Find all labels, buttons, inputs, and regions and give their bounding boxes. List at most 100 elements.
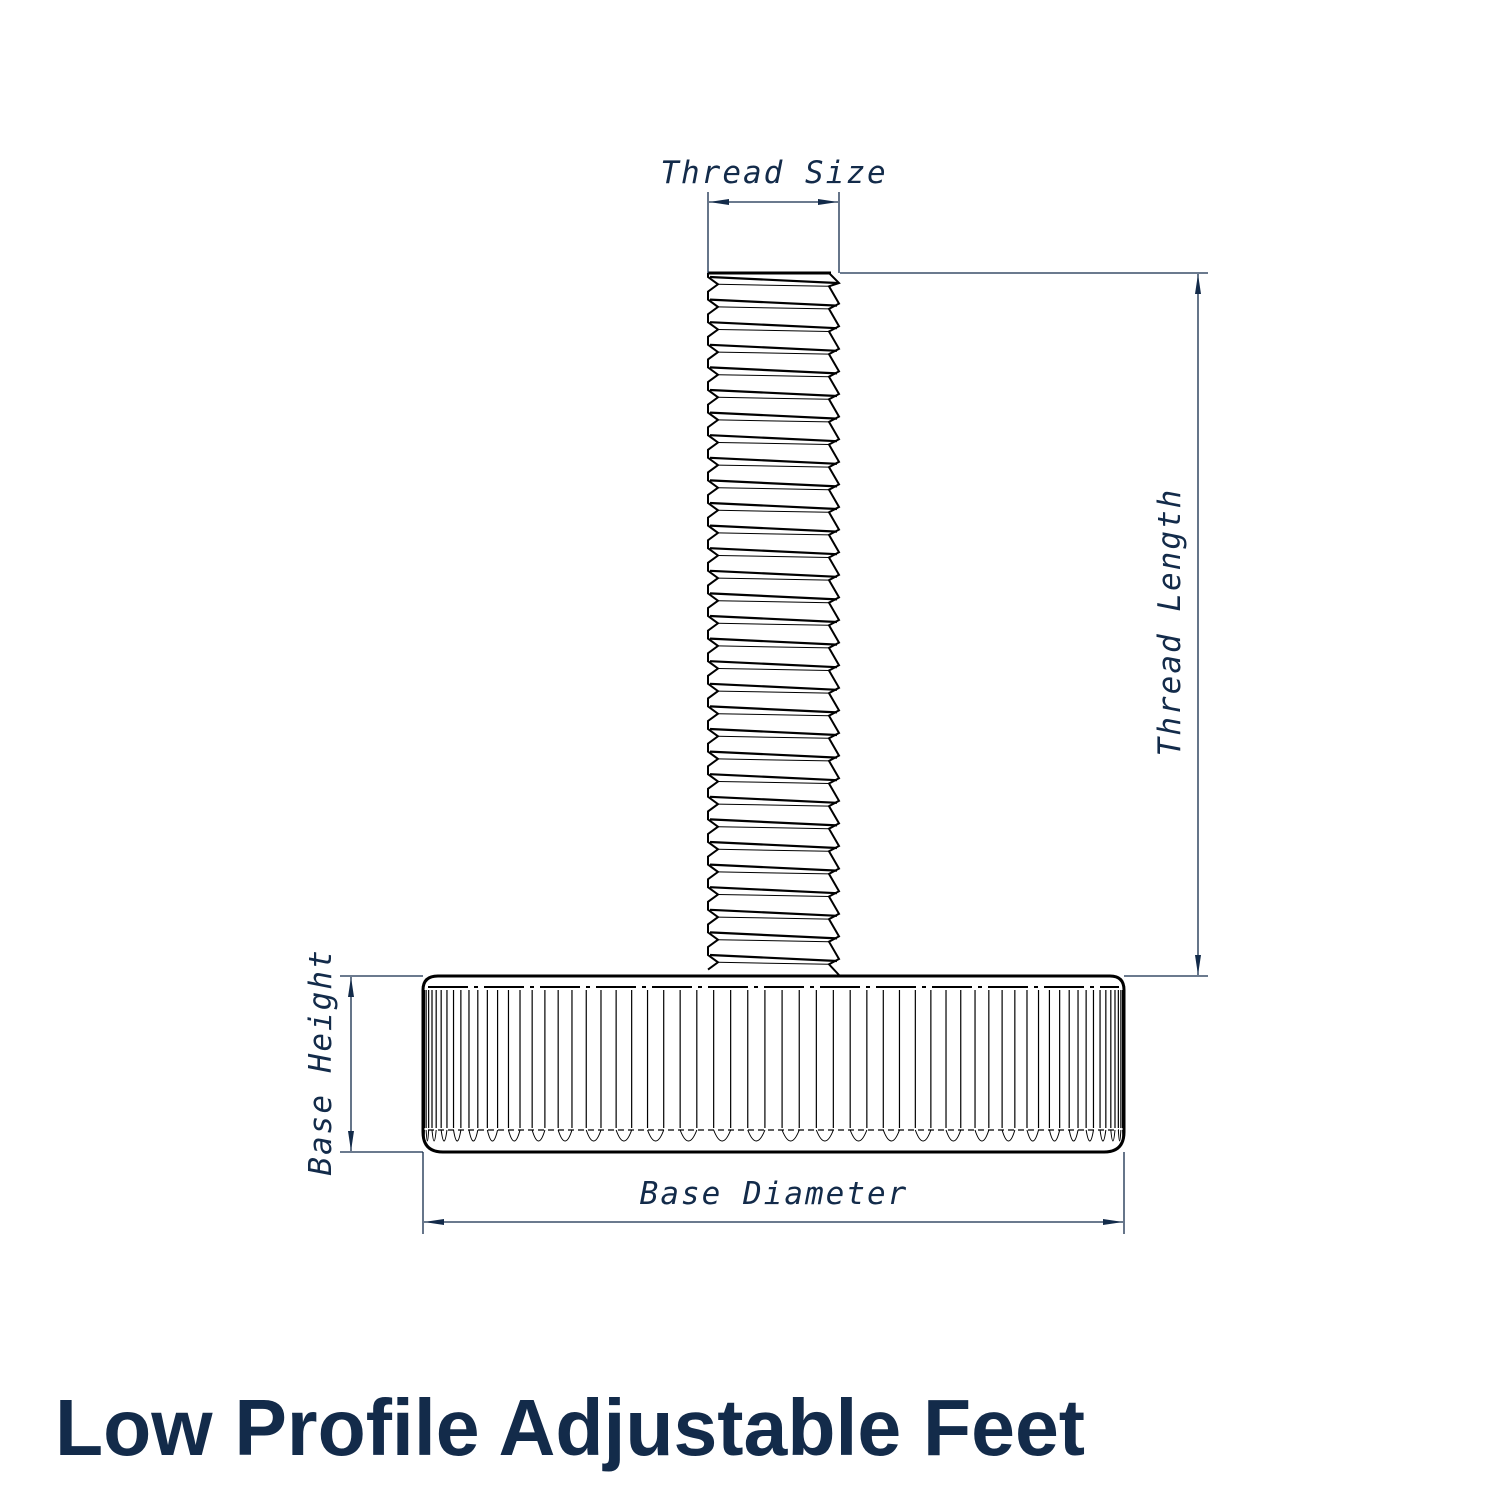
knurl-scallop <box>1048 1129 1061 1142</box>
knurl-scallop <box>882 1129 900 1142</box>
thread-crest <box>709 366 838 375</box>
thread-root <box>717 735 830 739</box>
thread-crest <box>709 931 838 940</box>
thread-crest <box>709 637 838 646</box>
knurl-scallop <box>1085 1129 1094 1142</box>
page-title: Low Profile Adjustable Feet <box>55 1383 1085 1472</box>
base-diameter-dimension: Base Diameter <box>422 1152 1125 1234</box>
thread-root <box>717 509 830 513</box>
thread-root <box>717 577 830 581</box>
thread-root <box>717 939 830 943</box>
knurl-scallop <box>423 1129 425 1142</box>
threaded-stud <box>707 271 841 976</box>
thread-root <box>717 645 830 649</box>
thread-crest <box>709 592 838 601</box>
knurl-scallop <box>431 1129 437 1142</box>
thread-length-dimension: Thread Length <box>840 272 1208 977</box>
thread-root <box>717 894 830 897</box>
knurl-scallop <box>531 1129 546 1142</box>
thread-root <box>717 622 830 626</box>
thread-root <box>717 329 830 332</box>
thread-root <box>717 690 830 694</box>
thread-right-profile <box>827 272 841 976</box>
knurl-scallop <box>679 1129 698 1142</box>
thread-crest <box>709 795 838 804</box>
thread-crest <box>709 569 838 578</box>
base-height-dimension: Base Height <box>303 948 423 1176</box>
thread-root <box>717 713 830 717</box>
thread-crest <box>709 705 838 714</box>
thread-root <box>717 306 830 310</box>
thread-crest <box>709 479 838 488</box>
knurl-scallop <box>713 1129 732 1142</box>
thread-crest <box>709 388 838 398</box>
thread-crest <box>709 818 838 827</box>
knurl-scallop <box>425 1129 430 1142</box>
thread-root <box>717 826 830 830</box>
thread-crest <box>709 840 838 850</box>
knurl-scallop <box>1068 1129 1079 1142</box>
thread-root <box>717 419 830 423</box>
thread-root <box>717 916 830 920</box>
thread-crest <box>709 682 838 691</box>
knurl-scallop <box>781 1129 800 1142</box>
knurl-scallop <box>974 1129 990 1142</box>
thread-crest <box>709 886 838 895</box>
thread-crest <box>709 275 838 285</box>
thread-crest <box>709 547 838 556</box>
knurl-scallop <box>585 1129 602 1142</box>
knurl-scallop <box>945 1129 962 1142</box>
thread-crest <box>709 863 838 872</box>
thread-root <box>717 464 830 468</box>
knurl-scallop <box>815 1129 834 1142</box>
knurl-scallop <box>453 1129 462 1142</box>
knurl-scallop <box>1026 1129 1040 1142</box>
thread-crest <box>709 750 838 759</box>
thread-root <box>717 848 830 852</box>
thread-root <box>717 758 830 762</box>
knurl-scallop <box>468 1129 479 1142</box>
thread-crest <box>709 434 838 443</box>
thread-crest <box>709 524 838 533</box>
knurl-scallop <box>507 1129 521 1142</box>
thread-crest <box>709 614 838 624</box>
knurl-scallop <box>1117 1129 1122 1142</box>
thread-root <box>717 961 830 965</box>
knurl-scallop <box>486 1129 499 1142</box>
thread-crest <box>709 727 838 737</box>
thread-left-profile <box>707 273 720 971</box>
thread-root <box>717 374 830 378</box>
knurl-scallop <box>1099 1129 1107 1142</box>
thread-size-dimension: Thread Size <box>660 155 887 273</box>
knurl-scallop <box>1001 1129 1016 1142</box>
thread-root <box>717 781 830 784</box>
thread-root <box>717 351 830 355</box>
knurl-scallop <box>647 1129 665 1142</box>
knurl-scallop <box>557 1129 573 1142</box>
thread-root <box>717 396 830 400</box>
thread-crest <box>709 953 838 963</box>
knurl-scallop <box>747 1129 766 1142</box>
knurled-base <box>421 974 1126 1154</box>
knurl-scallop <box>615 1129 633 1142</box>
base-height-label: Base Height <box>303 948 339 1175</box>
base-diameter-label: Base Diameter <box>640 1176 909 1212</box>
thread-root <box>717 600 830 604</box>
thread-root <box>717 871 830 875</box>
thread-crest <box>709 908 838 917</box>
thread-crest <box>709 298 838 307</box>
knurl-scallop <box>1122 1129 1124 1142</box>
thread-root <box>717 668 830 671</box>
thread-crest <box>709 456 838 465</box>
knurl-scallop <box>1110 1129 1116 1142</box>
thread-length-label: Thread Length <box>1152 488 1188 757</box>
thread-crest <box>709 660 838 669</box>
thread-crest <box>709 773 838 782</box>
thread-crest <box>709 411 838 420</box>
thread-root <box>717 442 830 445</box>
thread-root <box>717 487 830 491</box>
thread-root <box>717 532 830 536</box>
thread-size-label: Thread Size <box>660 155 887 191</box>
knurl-scallop <box>914 1129 932 1142</box>
